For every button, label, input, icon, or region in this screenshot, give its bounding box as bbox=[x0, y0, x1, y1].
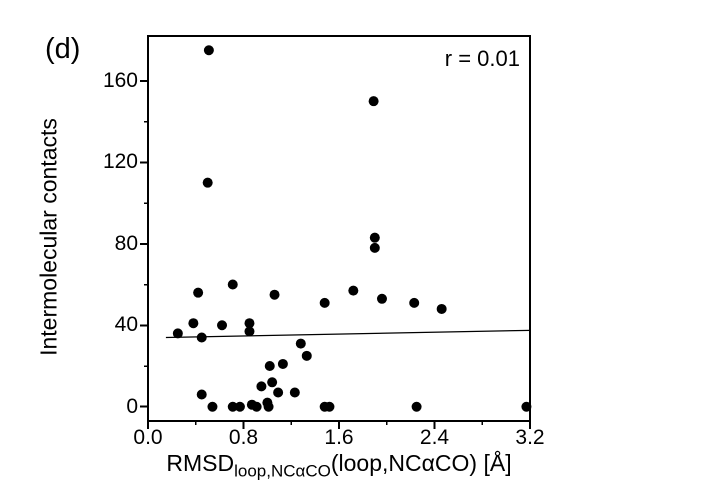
data-point bbox=[436, 303, 447, 314]
data-point bbox=[207, 401, 218, 412]
data-point bbox=[376, 293, 387, 304]
x-axis-title-suffix: (loop,NCαCO) [Å] bbox=[330, 450, 512, 476]
x-tick-label: 1.6 bbox=[324, 426, 354, 449]
y-tick-label: 120 bbox=[102, 150, 138, 174]
plot-frame bbox=[147, 35, 531, 422]
data-point bbox=[273, 387, 284, 398]
data-point bbox=[227, 279, 238, 290]
correlation-annotation: r = 0.01 bbox=[444, 46, 520, 71]
y-tick-label: 160 bbox=[102, 68, 138, 92]
data-point bbox=[348, 285, 359, 296]
data-point bbox=[289, 387, 300, 398]
data-point bbox=[369, 232, 380, 243]
data-point bbox=[203, 45, 214, 56]
data-point bbox=[319, 297, 330, 308]
data-point bbox=[244, 326, 255, 337]
x-tick-label: 2.4 bbox=[419, 426, 450, 449]
data-point bbox=[251, 401, 262, 412]
data-point bbox=[521, 401, 532, 412]
x-axis-title-prefix: RMSD bbox=[166, 450, 235, 476]
data-point bbox=[267, 377, 278, 388]
data-point bbox=[295, 338, 306, 349]
panel-label: (d) bbox=[45, 33, 81, 65]
data-point bbox=[264, 361, 275, 371]
data-point bbox=[256, 381, 267, 392]
data-point bbox=[324, 401, 335, 412]
x-axis-title: RMSDloop,NCαCO(loop,NCαCO) [Å] bbox=[148, 450, 530, 480]
x-tick-label: 3.2 bbox=[515, 426, 545, 449]
x-tick-label: 0.0 bbox=[133, 426, 163, 449]
data-point bbox=[202, 177, 213, 188]
y-tick-label: 80 bbox=[114, 231, 138, 255]
data-point bbox=[244, 318, 255, 329]
x-axis-title-subscript: loop,NCαCO bbox=[234, 461, 331, 481]
data-point bbox=[227, 401, 238, 412]
data-point bbox=[234, 401, 245, 412]
y-tick-label: 40 bbox=[114, 313, 138, 337]
x-tick-label: 0.8 bbox=[228, 426, 259, 449]
data-point bbox=[409, 297, 420, 308]
data-point bbox=[196, 332, 207, 343]
data-point bbox=[172, 328, 183, 339]
data-point bbox=[263, 401, 274, 412]
data-point bbox=[193, 287, 204, 298]
y-tick-label: 0 bbox=[126, 394, 138, 418]
data-point bbox=[368, 96, 379, 107]
data-point bbox=[369, 242, 380, 253]
data-point bbox=[188, 318, 199, 329]
data-point bbox=[277, 358, 288, 369]
data-point bbox=[196, 389, 207, 400]
data-point bbox=[301, 350, 312, 361]
trend-line bbox=[165, 329, 531, 339]
data-point bbox=[411, 401, 422, 412]
data-point bbox=[269, 289, 280, 300]
data-point bbox=[217, 320, 228, 331]
